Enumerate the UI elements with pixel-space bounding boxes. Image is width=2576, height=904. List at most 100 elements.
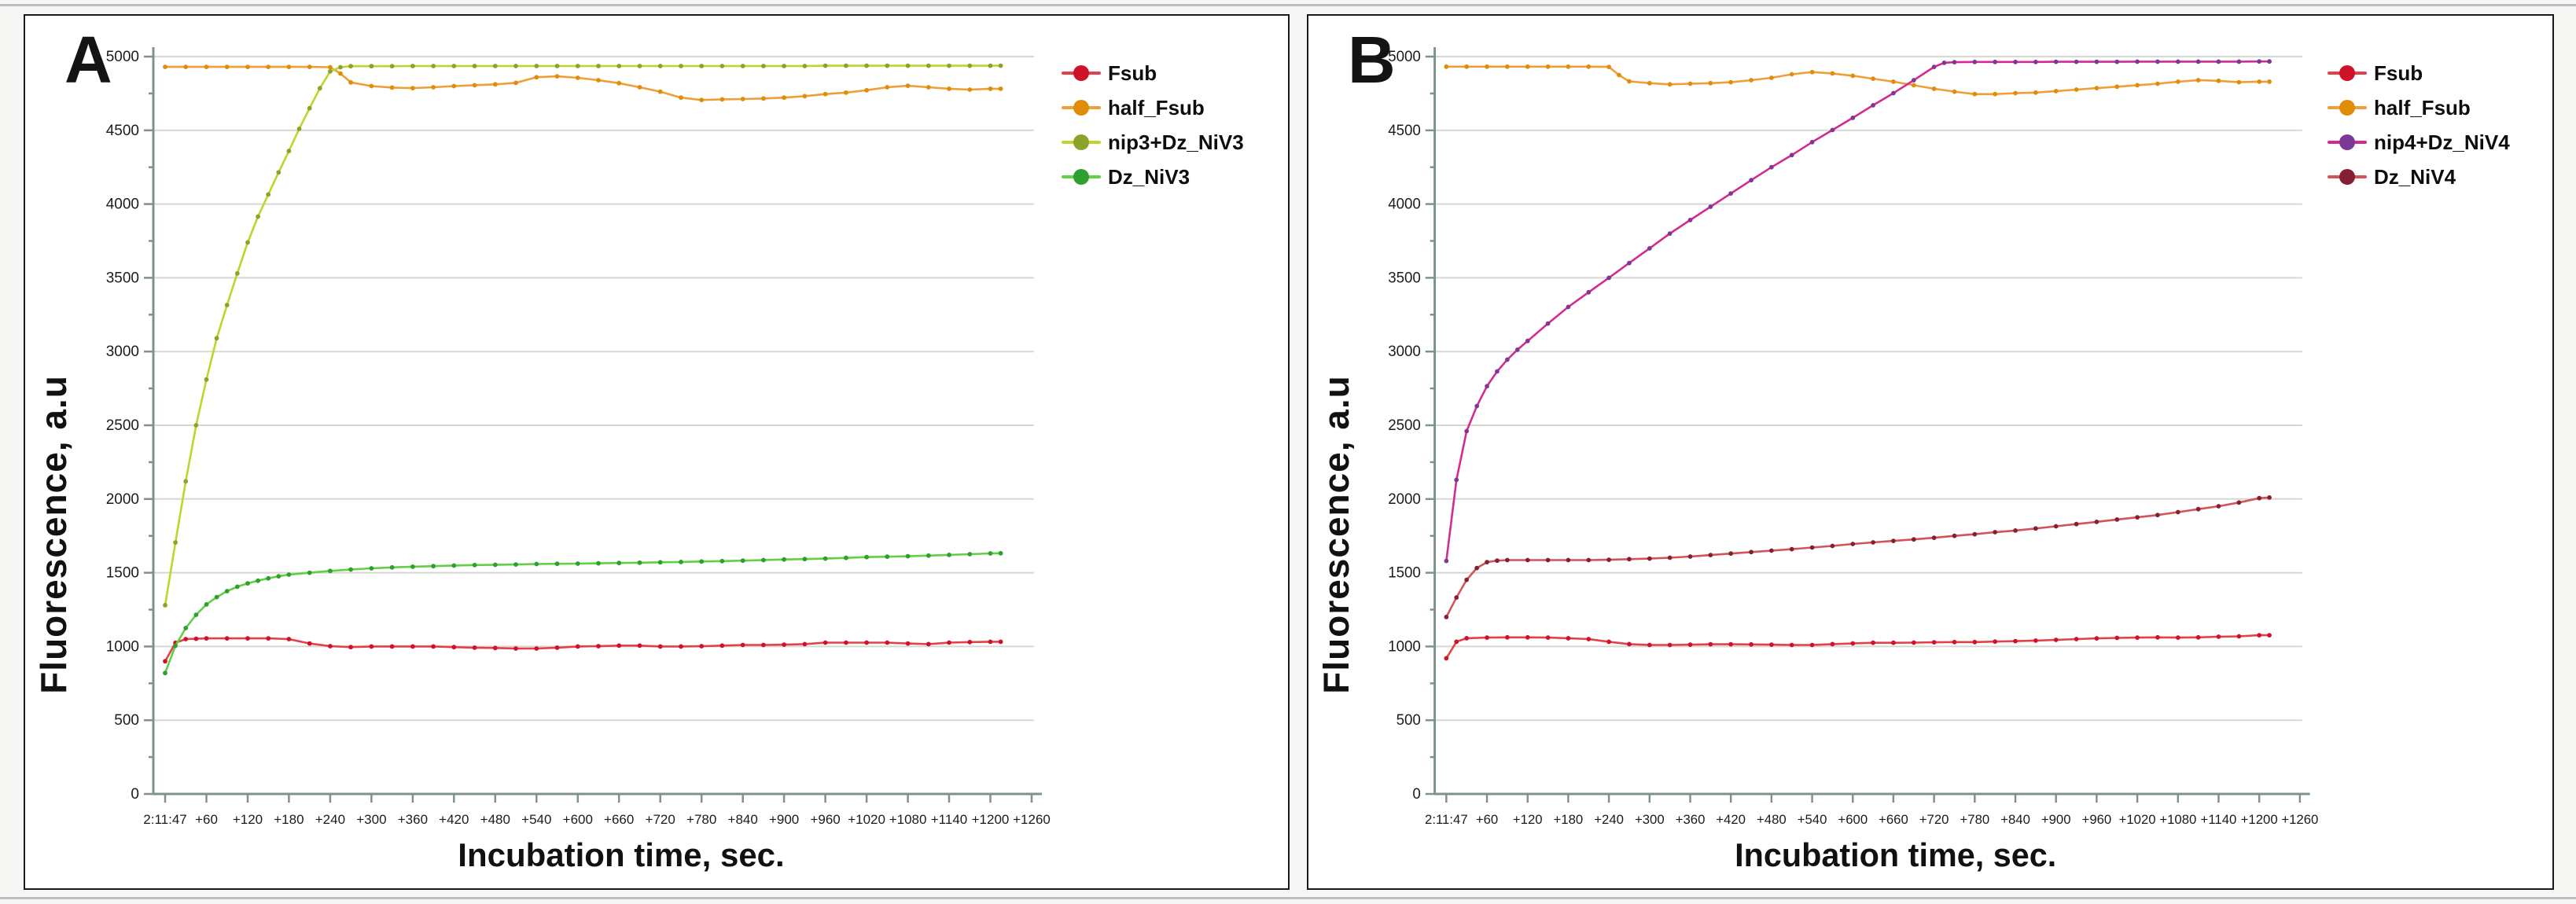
legend-marker-icon	[1062, 100, 1101, 116]
x-tick-label: +660	[604, 812, 634, 827]
x-tick-label: +900	[769, 812, 799, 827]
legend-item: Dz_NiV3	[1062, 164, 1244, 190]
x-tick-label: 2:11:47	[143, 812, 186, 827]
x-tick-label: +780	[1960, 812, 1989, 827]
x-tick-label: +1020	[848, 812, 885, 827]
y-tick-label: 1000	[1388, 638, 1421, 654]
y-tick-label: 0	[1412, 785, 1420, 802]
y-tick-label: 2000	[106, 491, 139, 508]
x-tick-label: +960	[810, 812, 840, 827]
series-half_Fsub	[1444, 64, 2272, 97]
panel-letter-A: A	[64, 23, 113, 97]
y-tick-label: 4000	[106, 197, 139, 213]
x-tick-label: +420	[1716, 812, 1746, 827]
plot-axes: 0 500 1000 1500 2000 2500 3000 3500 4000 4500 5000…	[1317, 47, 2318, 873]
x-tick-label: +1080	[889, 812, 927, 827]
x-axis-title: Incubation time, sec.	[1735, 836, 2056, 873]
x-tick-label: +660	[1879, 812, 1908, 827]
y-axis-title: Fluorescence, a.u	[1317, 375, 1357, 693]
x-tick-label: +600	[563, 812, 593, 827]
y-tick-label: 1500	[1388, 564, 1421, 580]
x-tick-label: +180	[274, 812, 304, 827]
legend-label: nip4+Dz_NiV4	[2374, 130, 2510, 154]
x-tick-label: +540	[521, 812, 551, 827]
chart-B-plot: 0 500 1000 1500 2000 2500 3000 3500 4000 4500 5000…	[1317, 47, 2318, 873]
legend-B: Fsub half_Fsub nip4+Dz_NiV4 Dz_NiV4	[2328, 60, 2510, 190]
legend-item: half_Fsub	[1062, 94, 1244, 121]
x-tick-label: +480	[480, 812, 510, 827]
panel-B: 0 500 1000 1500 2000 2500 3000 3500 4000 4500 5000…	[1307, 14, 2554, 890]
series-nip4+Dz_NiV4	[1444, 59, 2272, 564]
y-tick-label: 4500	[1388, 122, 1421, 138]
panel-A: 0 500 1000 1500 2000 2500 3000 3500 4000 4500 5000…	[24, 14, 1290, 890]
y-tick-label: 1000	[106, 638, 139, 655]
series-Dz_NiV3	[163, 550, 1003, 676]
legend-label: half_Fsub	[2374, 95, 2471, 119]
y-tick-label: 3000	[106, 344, 139, 360]
figure-top-border	[0, 4, 2576, 6]
x-tick-label: +60	[195, 812, 218, 827]
chart-A-plot: 0 500 1000 1500 2000 2500 3000 3500 4000 4500 5000…	[33, 47, 1051, 873]
x-tick-label: +300	[356, 812, 386, 827]
legend-item: Fsub	[2328, 60, 2510, 86]
legend-item: Fsub	[1062, 60, 1244, 86]
figure-bottom-border	[0, 897, 2576, 899]
y-tick-label: 2000	[1388, 491, 1421, 507]
x-axis-title: Incubation time, sec.	[458, 836, 784, 873]
x-tick-label: +600	[1838, 812, 1868, 827]
panel-letter-B: B	[1348, 23, 1397, 97]
x-tick-label: +1200	[2241, 812, 2278, 827]
y-tick-label: 3500	[106, 270, 139, 286]
plot-axes: 0 500 1000 1500 2000 2500 3000 3500 4000 4500 5000…	[33, 47, 1051, 873]
x-tick-label: +120	[233, 812, 263, 827]
legend-marker-icon	[1062, 169, 1101, 185]
x-tick-label: +540	[1798, 812, 1827, 827]
legend-A: Fsub half_Fsub nip3+Dz_NiV3 Dz_NiV3	[1062, 60, 1244, 190]
x-tick-label: +1140	[931, 812, 967, 827]
x-tick-label: +180	[1554, 812, 1584, 827]
y-tick-label: 4000	[1388, 195, 1421, 211]
series-Fsub	[1444, 633, 2272, 661]
legend-marker-icon	[1062, 134, 1101, 150]
legend-item: nip3+Dz_NiV3	[1062, 129, 1244, 156]
y-tick-label: 500	[114, 712, 139, 729]
series-nip3+Dz_NiV3	[163, 63, 1003, 608]
x-tick-label: 2:11:47	[1425, 812, 1468, 827]
legend-marker-icon	[2328, 134, 2367, 150]
legend-label: nip3+Dz_NiV3	[1108, 130, 1244, 154]
y-tick-label: 2500	[106, 417, 139, 434]
y-tick-label: 5000	[1388, 48, 1421, 64]
x-tick-label: +1260	[2281, 812, 2318, 827]
legend-marker-icon	[1062, 65, 1101, 81]
x-tick-label: +1020	[2119, 812, 2156, 827]
x-tick-label: +900	[2041, 812, 2071, 827]
x-tick-label: +240	[315, 812, 345, 827]
y-tick-label: 4500	[106, 123, 139, 139]
legend-marker-icon	[2328, 100, 2367, 116]
x-tick-label: +840	[2000, 812, 2030, 827]
x-tick-label: +840	[728, 812, 758, 827]
x-tick-label: +300	[1635, 812, 1665, 827]
legend-marker-icon	[2328, 169, 2367, 185]
legend-item: nip4+Dz_NiV4	[2328, 129, 2510, 156]
x-tick-label: +1200	[972, 812, 1010, 827]
y-tick-label: 1500	[106, 565, 139, 582]
legend-label: Dz_NiV4	[2374, 164, 2456, 189]
series-Fsub	[163, 636, 1003, 664]
x-tick-label: +240	[1594, 812, 1624, 827]
x-tick-label: +360	[1676, 812, 1706, 827]
legend-marker-icon	[2328, 65, 2367, 81]
y-tick-label: 0	[131, 786, 139, 803]
legend-label: Fsub	[2374, 61, 2423, 85]
series-half_Fsub	[163, 64, 1003, 103]
x-tick-label: +420	[439, 812, 469, 827]
x-tick-label: +60	[1476, 812, 1498, 827]
y-tick-label: 3500	[1388, 269, 1421, 285]
y-tick-label: 5000	[106, 49, 139, 65]
y-tick-label: 500	[1397, 711, 1421, 728]
x-tick-label: +480	[1757, 812, 1787, 827]
legend-label: Fsub	[1108, 61, 1157, 85]
x-tick-label: +360	[398, 812, 428, 827]
y-tick-label: 3000	[1388, 343, 1421, 359]
